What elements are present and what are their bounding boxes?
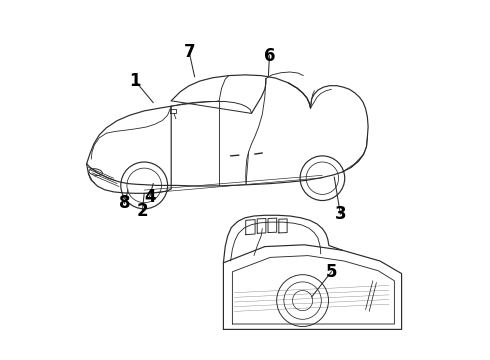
Text: 1: 1 [129,72,141,90]
Text: 8: 8 [119,194,130,212]
Text: 3: 3 [335,205,346,223]
Text: 4: 4 [144,188,155,206]
Text: 7: 7 [183,43,195,61]
Text: 5: 5 [326,263,337,281]
Text: 6: 6 [264,47,275,65]
Text: 2: 2 [137,202,148,220]
